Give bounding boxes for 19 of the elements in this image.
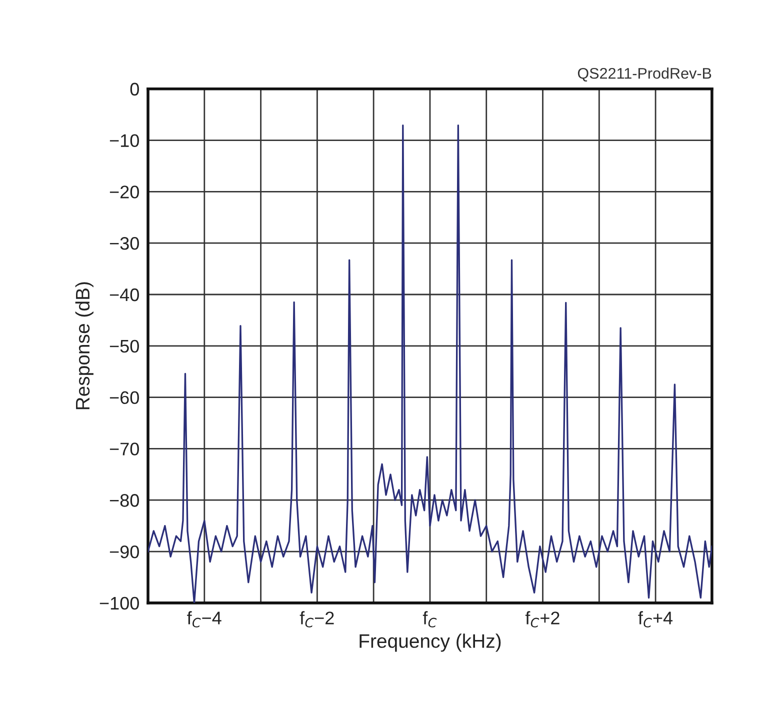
y-tick-label: −20 bbox=[110, 186, 139, 198]
x-tick-label: f$_{C}$+2 bbox=[525, 611, 560, 628]
text: QS2211-ProdRev-B bbox=[578, 68, 712, 82]
y-tick-label: −10 bbox=[110, 134, 139, 147]
y-tick-label: −50 bbox=[110, 340, 139, 353]
y-tick-label: −40 bbox=[110, 288, 139, 302]
x-tick-label: f$_{C}$ bbox=[422, 611, 437, 628]
x-tick-label: f$_{C}$−4 bbox=[187, 611, 222, 628]
y-tick-label: −70 bbox=[110, 442, 139, 456]
x-tick-label: f$_{C}$−2 bbox=[300, 611, 334, 628]
y-axis-title: Response (dB) bbox=[75, 282, 94, 410]
y-tick-label: −80 bbox=[110, 494, 139, 507]
y-tick-label: −60 bbox=[110, 391, 139, 404]
x-axis-title: Frequency (kHz) bbox=[360, 634, 501, 652]
y-tick-label: −100 bbox=[100, 596, 139, 610]
y-tick-label: 0 bbox=[130, 82, 139, 96]
y-tick-label: −30 bbox=[110, 237, 139, 250]
y-tick-label: −90 bbox=[110, 545, 139, 558]
x-tick-label: f$_{C}$+4 bbox=[638, 611, 673, 628]
